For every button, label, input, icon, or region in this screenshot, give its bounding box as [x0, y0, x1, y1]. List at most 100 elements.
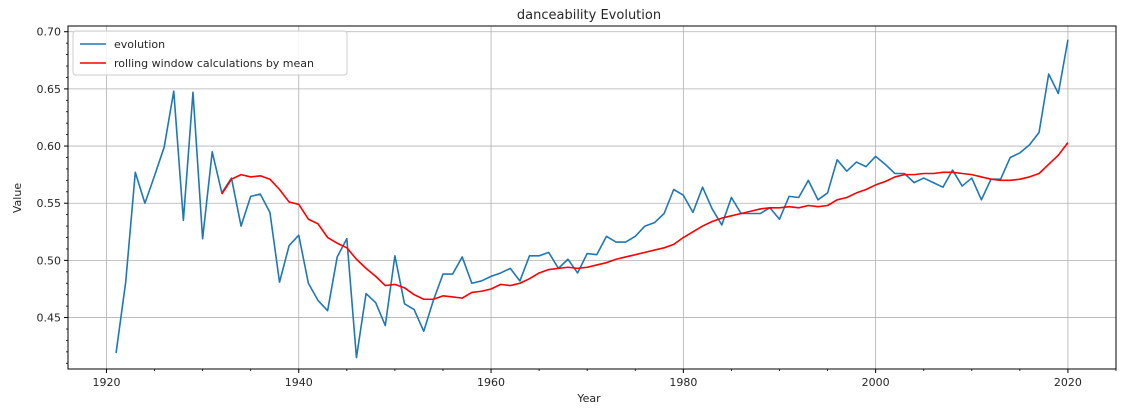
data-point-evolution — [240, 225, 242, 227]
data-point-evolution — [779, 218, 781, 220]
data-point-rolling-mean — [606, 262, 608, 264]
data-point-rolling-mean — [336, 242, 338, 244]
data-point-rolling-mean — [384, 285, 386, 287]
data-point-rolling-mean — [788, 206, 790, 208]
data-point-rolling-mean — [500, 283, 502, 285]
data-point-evolution — [211, 151, 213, 153]
data-point-rolling-mean — [673, 243, 675, 245]
data-point-rolling-mean — [884, 181, 886, 183]
data-point-rolling-mean — [279, 189, 281, 191]
data-point-rolling-mean — [711, 221, 713, 223]
data-point-rolling-mean — [307, 218, 309, 220]
y-tick-label: 0.45 — [37, 312, 62, 325]
legend-label-rolling-mean: rolling window calculations by mean — [114, 57, 314, 70]
data-point-rolling-mean — [1067, 142, 1069, 144]
x-tick-label: 1920 — [92, 376, 120, 389]
data-point-rolling-mean — [548, 269, 550, 271]
series-line-evolution — [115, 39, 1069, 359]
data-point-rolling-mean — [1009, 179, 1011, 181]
data-point-evolution — [404, 303, 406, 305]
y-axis: 0.45 0.50 0.55 0.60 0.65 0.70 — [37, 26, 68, 364]
data-point-rolling-mean — [682, 237, 684, 239]
data-point-rolling-mean — [721, 217, 723, 219]
data-point-rolling-mean — [1000, 179, 1002, 181]
data-point-evolution — [625, 241, 627, 243]
data-point-evolution — [144, 202, 146, 204]
data-point-rolling-mean — [980, 176, 982, 178]
data-point-evolution — [884, 163, 886, 165]
data-point-rolling-mean — [557, 267, 559, 269]
data-point-rolling-mean — [942, 171, 944, 173]
data-point-evolution — [692, 211, 694, 213]
data-point-evolution — [827, 192, 829, 194]
data-point-evolution — [452, 273, 454, 275]
data-point-evolution — [923, 177, 925, 179]
data-point-evolution — [567, 258, 569, 260]
data-point-evolution — [519, 280, 521, 282]
data-point-evolution — [461, 256, 463, 258]
data-point-evolution — [125, 281, 127, 283]
data-point-evolution — [1009, 157, 1011, 159]
data-point-rolling-mean — [663, 247, 665, 249]
data-point-rolling-mean — [904, 174, 906, 176]
data-point-rolling-mean — [875, 184, 877, 186]
data-point-evolution — [394, 255, 396, 257]
data-point-rolling-mean — [654, 249, 656, 251]
data-point-rolling-mean — [519, 282, 521, 284]
data-point-rolling-mean — [577, 267, 579, 269]
series-line-rolling-mean — [221, 142, 1069, 301]
data-point-evolution — [682, 194, 684, 196]
data-point-rolling-mean — [365, 267, 367, 269]
data-point-rolling-mean — [509, 285, 511, 287]
data-point-evolution — [259, 193, 261, 195]
legend-label-evolution: evolution — [114, 38, 165, 51]
legend: evolution rolling window calculations by… — [72, 30, 348, 76]
data-point-evolution — [807, 179, 809, 181]
data-point-evolution — [134, 171, 136, 173]
data-point-rolling-mean — [298, 203, 300, 205]
plot-frame — [67, 25, 1117, 370]
data-point-rolling-mean — [1048, 163, 1050, 165]
x-tick-label: 2000 — [862, 376, 890, 389]
data-point-evolution — [932, 182, 934, 184]
y-tick-label: 0.50 — [37, 254, 62, 267]
data-point-rolling-mean — [442, 295, 444, 297]
x-axis: 1920 1940 1960 1980 2000 2020 — [92, 369, 1117, 389]
data-point-evolution — [490, 275, 492, 277]
data-point-rolling-mean — [817, 206, 819, 208]
x-tick-label: 1940 — [285, 376, 313, 389]
data-point-rolling-mean — [856, 192, 858, 194]
data-point-rolling-mean — [952, 171, 954, 173]
data-point-evolution — [288, 245, 290, 247]
data-point-evolution — [634, 235, 636, 237]
plot-lines — [115, 39, 1069, 359]
data-point-rolling-mean — [490, 288, 492, 290]
data-point-evolution — [1038, 131, 1040, 133]
data-point-evolution — [423, 330, 425, 332]
x-tick-label: 1960 — [477, 376, 505, 389]
data-point-rolling-mean — [288, 201, 290, 203]
data-point-evolution — [788, 195, 790, 197]
data-point-evolution — [654, 222, 656, 224]
y-tick-label: 0.70 — [37, 26, 62, 39]
data-point-evolution — [817, 199, 819, 201]
data-point-evolution — [865, 166, 867, 168]
data-point-rolling-mean — [894, 176, 896, 178]
data-point-evolution — [721, 224, 723, 226]
data-point-rolling-mean — [644, 251, 646, 253]
data-point-evolution — [961, 185, 963, 187]
data-point-evolution — [192, 91, 194, 93]
data-point-rolling-mean — [692, 231, 694, 233]
data-point-rolling-mean — [1019, 178, 1021, 180]
data-point-rolling-mean — [250, 176, 252, 178]
data-point-rolling-mean — [846, 197, 848, 199]
data-point-rolling-mean — [596, 264, 598, 266]
data-point-evolution — [529, 255, 531, 257]
data-point-rolling-mean — [221, 193, 223, 195]
data-point-rolling-mean — [356, 258, 358, 260]
data-point-rolling-mean — [702, 225, 704, 227]
data-point-evolution — [375, 302, 377, 304]
data-point-evolution — [471, 282, 473, 284]
data-point-rolling-mean — [231, 178, 233, 180]
data-point-evolution — [336, 256, 338, 258]
